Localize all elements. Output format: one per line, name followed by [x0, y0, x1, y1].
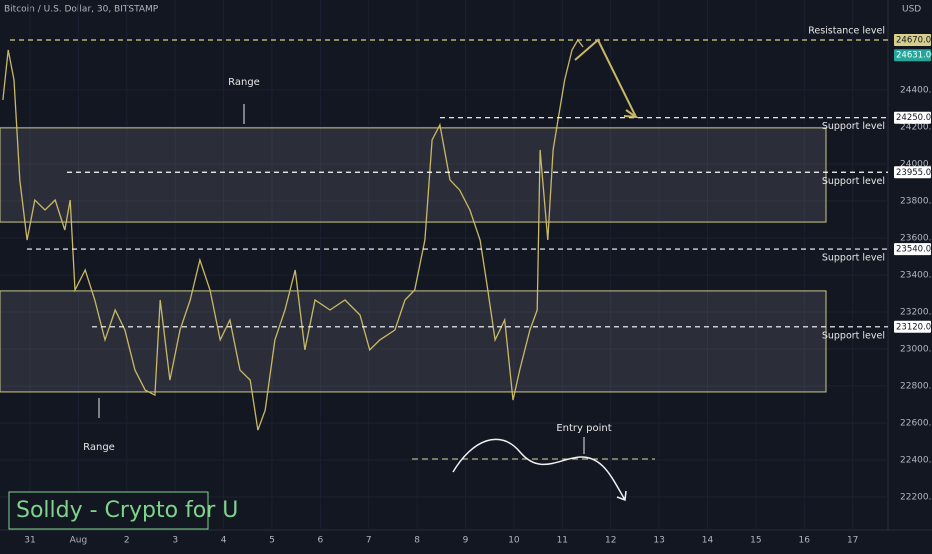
projection-arrow	[574, 38, 637, 118]
x-tick-label: 15	[750, 536, 761, 546]
y-tick-label: 22400.00	[900, 456, 932, 466]
y-tick-label: 23800.00	[900, 196, 932, 206]
x-tick-label: 4	[221, 536, 227, 546]
level-label: Support level	[822, 176, 885, 187]
x-tick-label: 5	[269, 536, 275, 546]
level-price-box	[894, 166, 931, 179]
scenario-curve	[452, 438, 626, 501]
x-tick-label: 12	[605, 536, 616, 546]
x-tick-label: 13	[653, 536, 664, 546]
y-tick-label: 22600.00	[900, 419, 932, 429]
x-tick-label: 8	[414, 536, 420, 546]
level-price-box	[894, 320, 931, 333]
level-label: Support level	[822, 330, 885, 341]
watermark: Solldy - Crypto for U	[16, 498, 238, 523]
x-tick-label: 3	[172, 536, 178, 546]
x-tick-label: 11	[557, 536, 568, 546]
y-tick-label: 23000.00	[900, 345, 932, 355]
level-price-box	[894, 33, 931, 46]
y-tick-label: 22800.00	[900, 382, 932, 392]
x-tick-label: 14	[702, 536, 714, 546]
level-price-box	[894, 243, 931, 256]
range-label: Range	[83, 442, 115, 453]
last-price: 24631.00	[896, 51, 932, 61]
entry-label: Entry point	[556, 423, 611, 434]
level-price: 24250.00	[896, 113, 932, 123]
x-tick-label: 10	[508, 536, 520, 546]
level-price-box	[894, 111, 931, 124]
level-price: 24670.00	[896, 35, 932, 45]
y-tick-label: 24400.00	[900, 85, 932, 95]
x-tick-label: 9	[463, 536, 469, 546]
level-label: Support level	[822, 253, 885, 264]
x-tick-label: 7	[366, 536, 372, 546]
price-line	[2, 38, 584, 431]
watermark-box	[8, 491, 209, 530]
y-tick-label: 23200.00	[900, 308, 932, 318]
curve-arrow-head	[616, 490, 627, 502]
range-box	[0, 127, 827, 223]
x-tick-label: 17	[847, 536, 858, 546]
arrow-head	[623, 109, 640, 119]
x-tick-label: Aug	[70, 536, 88, 546]
level-label: Resistance level	[808, 25, 885, 36]
x-tick-label: 31	[24, 536, 35, 546]
y-tick-label: 24000.00	[900, 159, 932, 169]
y-tick-label: 23600.00	[900, 233, 932, 243]
level-price: 23120.00	[896, 322, 932, 332]
y-tick-label: 22200.00	[900, 493, 932, 503]
level-price: 23955.00	[896, 168, 932, 178]
last-price-box	[894, 49, 931, 62]
x-tick-label: 2	[124, 536, 130, 546]
x-tick-label: 16	[799, 536, 811, 546]
level-label: Support level	[822, 121, 885, 132]
range-label: Range	[228, 77, 260, 88]
y-tick-label: 23400.00	[900, 270, 932, 280]
level-price: 23540.00	[896, 245, 932, 255]
range-box	[0, 290, 827, 393]
currency: USD	[902, 5, 921, 15]
chart-title: Bitcoin / U.S. Dollar, 30, BITSTAMP	[4, 5, 159, 15]
y-tick-label: 24200.00	[900, 122, 932, 132]
x-tick-label: 6	[317, 536, 323, 546]
